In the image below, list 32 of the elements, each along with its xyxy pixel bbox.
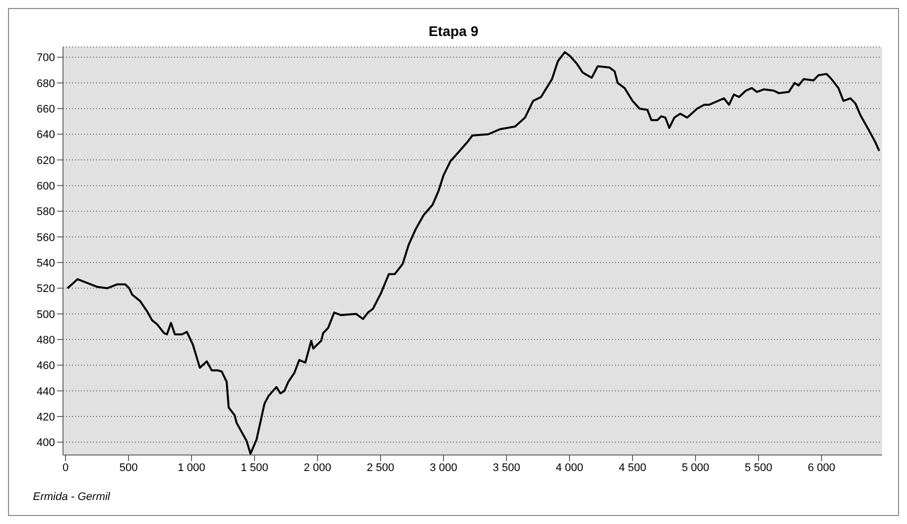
x-tick-label: 1 000 — [178, 462, 206, 474]
y-tick-label: 440 — [36, 386, 55, 398]
y-tick-label: 640 — [36, 129, 55, 142]
chart-title: Etapa 9 — [428, 23, 480, 41]
x-tick-label: 5 000 — [682, 462, 710, 474]
y-tick-label: 400 — [36, 437, 55, 450]
x-tick-label: 3 000 — [430, 462, 458, 474]
y-tick-label: 680 — [36, 78, 55, 90]
x-tick-label: 2 000 — [304, 462, 332, 474]
x-tick-label: 2 500 — [366, 462, 394, 474]
line-series — [66, 51, 880, 455]
y-tick-label: 700 — [36, 52, 55, 64]
y-tick-label: 580 — [36, 206, 55, 218]
x-tick-label: 4 500 — [618, 462, 646, 474]
x-tick-label: 6 000 — [808, 462, 836, 474]
y-tick-label: 520 — [36, 283, 55, 296]
y-tick-label: 460 — [36, 360, 55, 372]
y-tick-label: 480 — [36, 334, 55, 346]
x-tick-label: 5 500 — [744, 462, 772, 474]
y-tick-label: 600 — [36, 180, 55, 192]
y-tick-label: 560 — [36, 232, 55, 244]
x-tick-label: 1 500 — [240, 462, 268, 474]
x-tick-label: 3 500 — [492, 462, 520, 474]
y-tick-label: 540 — [36, 257, 55, 270]
y-tick-label: 500 — [36, 308, 55, 321]
x-tick-label: 4 000 — [556, 462, 584, 474]
x-tick-label: 500 — [119, 462, 138, 474]
y-tick-label: 660 — [36, 103, 55, 116]
x-tick-label: 0 — [62, 462, 69, 474]
text: Ermida - Germil — [33, 491, 110, 503]
y-tick-label: 620 — [36, 154, 55, 167]
y-tick-label: 420 — [36, 411, 55, 424]
